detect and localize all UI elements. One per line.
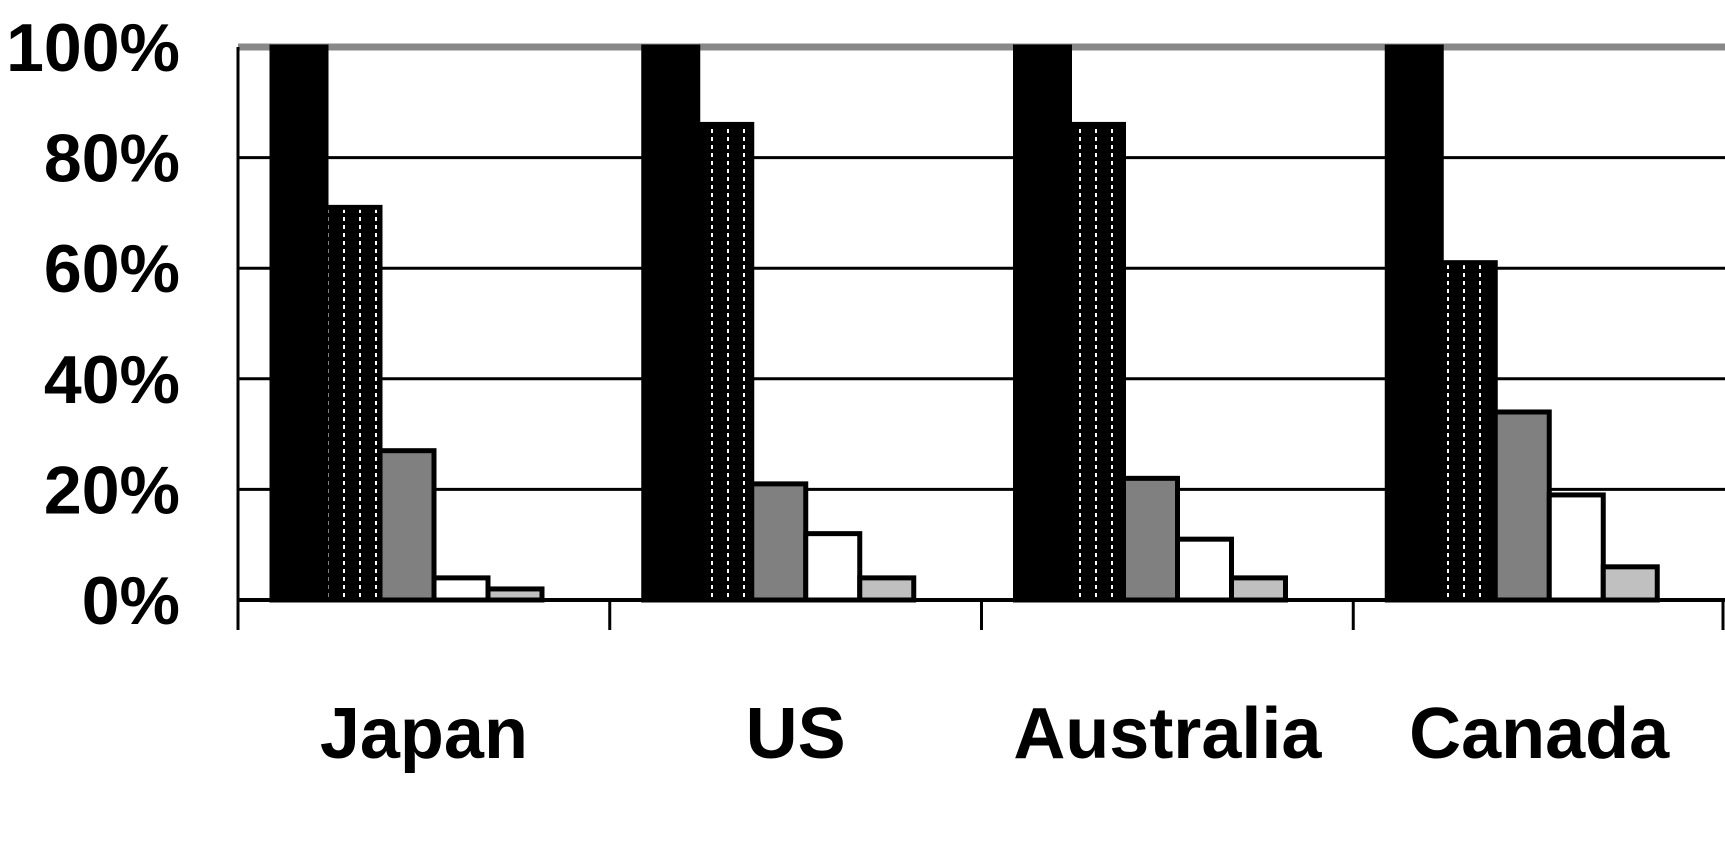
bar [857,575,917,603]
axes [236,47,1725,630]
bar [695,121,755,603]
bar [1121,475,1180,603]
bar [1546,492,1606,603]
x-category-label: Australia [1013,694,1322,774]
bar [1175,536,1234,603]
bar [1013,44,1072,603]
gridlines [238,43,1725,602]
x-category-label: Japan [320,694,528,774]
bar [1067,121,1126,603]
y-tick-label: 60% [44,231,180,307]
bar [377,448,437,603]
y-tick-label: 100% [6,10,180,86]
bar [749,481,809,603]
bar [269,44,329,603]
bar [803,531,863,603]
x-category-label: US [746,694,846,774]
bar [323,204,383,603]
bar [641,44,701,603]
bar [1229,575,1288,603]
x-category-label: Canada [1409,694,1670,774]
bar [1600,564,1660,603]
bars [269,44,1660,603]
y-tick-label: 20% [44,452,180,528]
y-tick-label: 40% [44,342,180,418]
y-tick-label: 0% [82,563,180,639]
bar [1384,44,1444,603]
bar [431,575,491,603]
bar [1492,409,1552,603]
y-tick-labels: 0% 20% 40% 60% 80% 100% [6,10,180,639]
y-tick-label: 80% [44,121,180,197]
x-category-labels: Japan US Australia Canada [320,694,1670,774]
bar [1438,260,1498,603]
